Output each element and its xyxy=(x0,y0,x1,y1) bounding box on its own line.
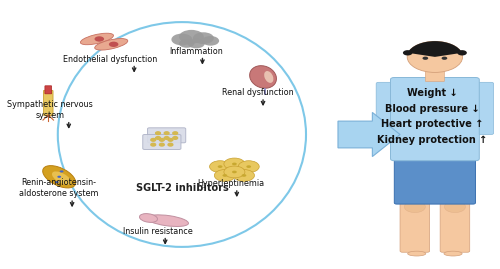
Circle shape xyxy=(224,166,245,178)
Text: Hyperleptinemia: Hyperleptinemia xyxy=(198,179,264,188)
Circle shape xyxy=(422,57,428,60)
Circle shape xyxy=(173,132,178,134)
Circle shape xyxy=(168,143,173,146)
Circle shape xyxy=(218,165,222,168)
Circle shape xyxy=(173,137,178,139)
Text: SGLT-2 inhibitors: SGLT-2 inhibitors xyxy=(136,183,228,193)
FancyBboxPatch shape xyxy=(376,82,399,134)
Circle shape xyxy=(193,32,214,44)
Circle shape xyxy=(232,162,237,165)
Circle shape xyxy=(232,171,237,173)
Circle shape xyxy=(94,36,104,42)
Circle shape xyxy=(238,161,259,172)
Circle shape xyxy=(164,137,169,139)
Wedge shape xyxy=(408,41,462,57)
Ellipse shape xyxy=(390,118,479,156)
Circle shape xyxy=(109,42,118,47)
Circle shape xyxy=(156,132,160,134)
Circle shape xyxy=(407,41,463,72)
Circle shape xyxy=(58,176,61,178)
Circle shape xyxy=(222,174,227,177)
Ellipse shape xyxy=(408,251,426,256)
Ellipse shape xyxy=(250,66,276,88)
Ellipse shape xyxy=(444,251,462,256)
Ellipse shape xyxy=(42,166,76,188)
Text: Renal dysfunction: Renal dysfunction xyxy=(222,88,294,97)
Circle shape xyxy=(188,39,205,48)
Circle shape xyxy=(151,143,156,146)
Circle shape xyxy=(202,36,219,46)
FancyBboxPatch shape xyxy=(390,77,480,161)
Text: Kidney protection ↑: Kidney protection ↑ xyxy=(378,134,488,144)
FancyBboxPatch shape xyxy=(44,90,53,115)
Circle shape xyxy=(403,50,412,55)
Text: Heart protective ↑: Heart protective ↑ xyxy=(382,119,484,129)
Polygon shape xyxy=(338,112,400,157)
Circle shape xyxy=(179,39,194,48)
Ellipse shape xyxy=(52,171,72,185)
Ellipse shape xyxy=(264,71,274,83)
Text: Weight ↓: Weight ↓ xyxy=(407,88,458,98)
Text: Inflammation: Inflammation xyxy=(170,47,223,56)
FancyBboxPatch shape xyxy=(470,82,494,134)
FancyBboxPatch shape xyxy=(45,86,52,94)
Circle shape xyxy=(168,139,173,141)
FancyBboxPatch shape xyxy=(143,134,181,150)
Text: Sympathetic nervous
system: Sympathetic nervous system xyxy=(7,100,92,120)
Ellipse shape xyxy=(94,38,128,50)
FancyBboxPatch shape xyxy=(426,70,444,82)
FancyBboxPatch shape xyxy=(148,128,186,143)
Circle shape xyxy=(234,169,254,181)
Circle shape xyxy=(160,139,164,141)
Text: Renin-angiotensin-
aldosterone system: Renin-angiotensin- aldosterone system xyxy=(20,178,99,198)
FancyBboxPatch shape xyxy=(394,157,475,204)
Circle shape xyxy=(156,137,160,139)
Circle shape xyxy=(214,169,236,181)
Text: Blood pressure ↓: Blood pressure ↓ xyxy=(385,104,480,114)
Ellipse shape xyxy=(80,33,114,45)
Circle shape xyxy=(242,174,246,177)
Circle shape xyxy=(404,201,425,213)
Text: Endothelial dysfunction: Endothelial dysfunction xyxy=(63,55,158,63)
Circle shape xyxy=(246,165,251,168)
Circle shape xyxy=(164,132,169,134)
Ellipse shape xyxy=(146,215,188,226)
Circle shape xyxy=(458,50,467,55)
Ellipse shape xyxy=(140,214,158,222)
FancyBboxPatch shape xyxy=(400,200,430,252)
Circle shape xyxy=(444,201,466,213)
FancyBboxPatch shape xyxy=(440,200,470,252)
Circle shape xyxy=(210,161,231,172)
Circle shape xyxy=(60,170,64,172)
Circle shape xyxy=(442,57,448,60)
Circle shape xyxy=(160,143,164,146)
Circle shape xyxy=(172,34,192,45)
Text: Insulin resistance: Insulin resistance xyxy=(123,227,193,236)
Circle shape xyxy=(151,139,156,141)
Circle shape xyxy=(55,181,58,183)
Circle shape xyxy=(179,30,204,44)
Circle shape xyxy=(224,158,245,170)
